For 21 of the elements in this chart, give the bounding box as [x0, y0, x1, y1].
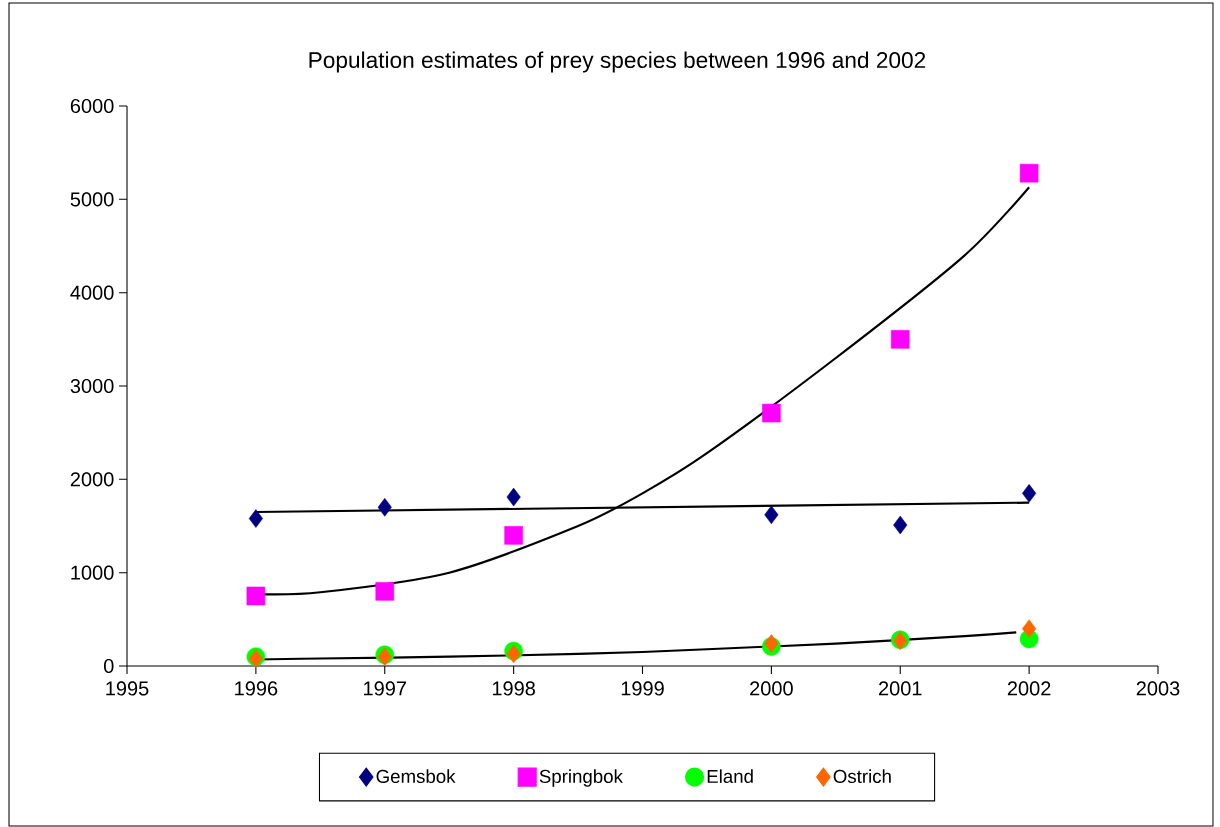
- y-tick-label: 3000: [70, 378, 114, 394]
- x-tick-label: 2002: [1007, 681, 1051, 696]
- y-tick-label: 4000: [70, 285, 114, 300]
- y-tick-label: 1000: [71, 565, 114, 580]
- x-tick-label: 2001: [879, 681, 922, 696]
- y-tick-label: 2000: [70, 472, 114, 487]
- legend-label: Gemsbok: [376, 769, 456, 784]
- x-tick-label: 1997: [364, 681, 406, 696]
- chart-title: Population estimates of prey species between 1996 and 2002: [309, 51, 926, 73]
- legend-label: Springbok: [539, 769, 623, 787]
- y-tick-label: 6000: [70, 98, 114, 114]
- x-tick-label: 1996: [235, 681, 278, 696]
- y-tick-label: 5000: [70, 192, 114, 207]
- x-tick-label: 1998: [492, 681, 535, 696]
- legend-label: Eland: [707, 769, 753, 784]
- x-tick-label: 1999: [621, 681, 664, 696]
- legend-label: Ostrich: [833, 769, 891, 784]
- x-tick-label: 1995: [106, 681, 149, 696]
- x-tick-label: 2003: [1136, 681, 1180, 696]
- y-tick-label: 0: [103, 658, 114, 674]
- x-tick-label: 2000: [750, 681, 793, 696]
